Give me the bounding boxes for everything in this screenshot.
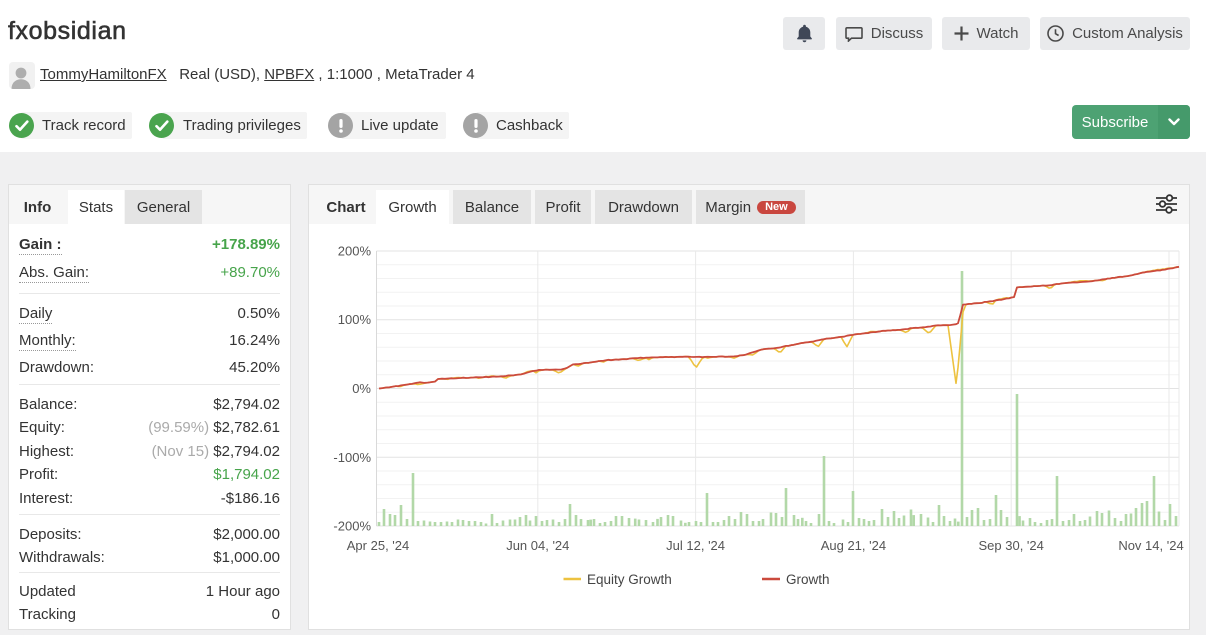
svg-text:200%: 200% [338, 244, 372, 259]
svg-text:Growth: Growth [786, 572, 830, 587]
svg-text:Jun 04, '24: Jun 04, '24 [506, 538, 569, 553]
svg-text:Aug 21, '24: Aug 21, '24 [821, 538, 886, 553]
svg-text:0%: 0% [352, 381, 371, 396]
svg-text:Jul 12, '24: Jul 12, '24 [666, 538, 725, 553]
svg-text:Equity Growth: Equity Growth [587, 572, 672, 587]
svg-text:-100%: -100% [333, 450, 371, 465]
svg-text:Sep 30, '24: Sep 30, '24 [979, 538, 1044, 553]
svg-text:Nov 14, '24: Nov 14, '24 [1118, 538, 1183, 553]
svg-text:100%: 100% [338, 312, 372, 327]
svg-text:-200%: -200% [333, 519, 371, 534]
svg-text:Apr 25, '24: Apr 25, '24 [347, 538, 409, 553]
